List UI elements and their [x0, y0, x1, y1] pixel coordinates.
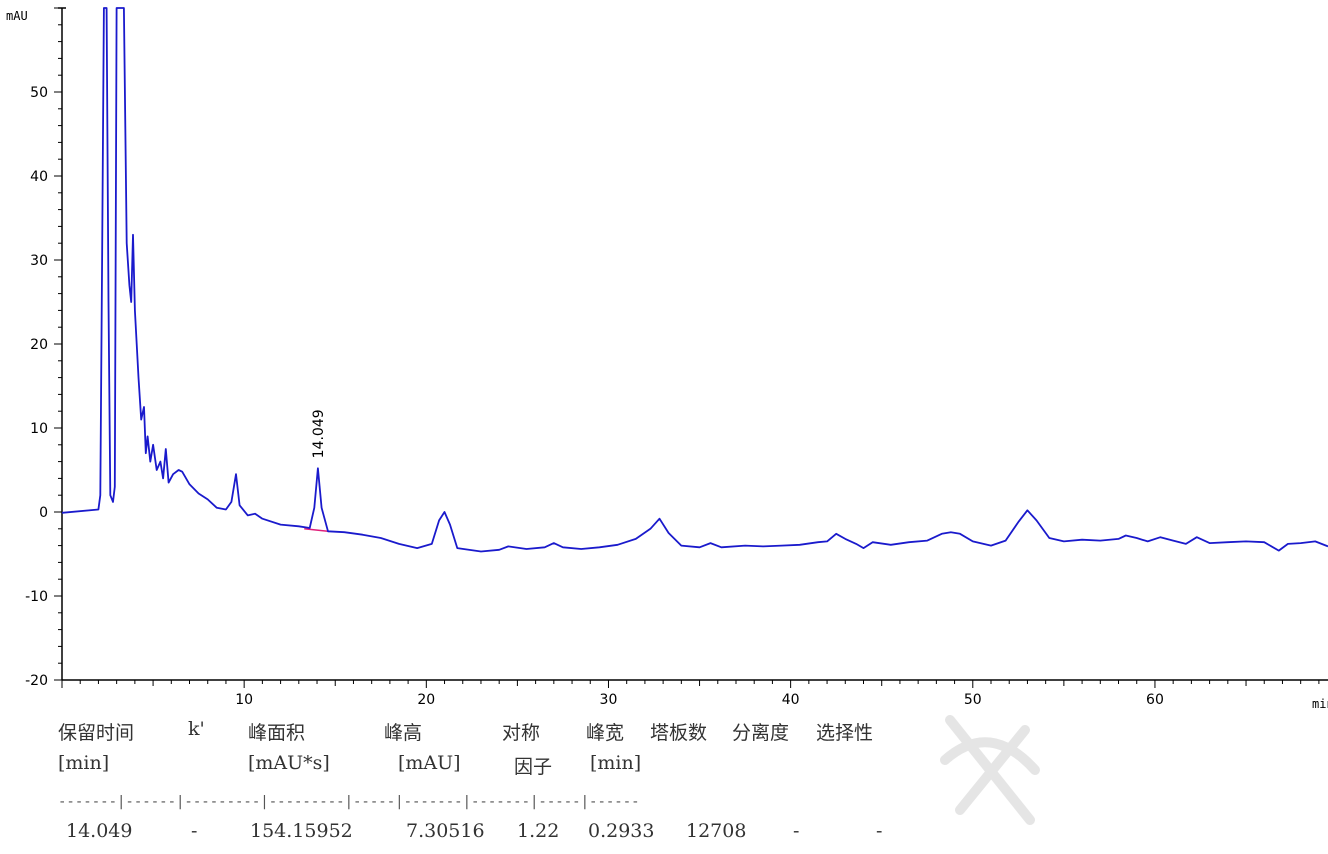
y-tick-label: 20 [30, 337, 48, 353]
x-tick-label: 50 [964, 692, 982, 708]
y-tick-label: -20 [25, 673, 48, 689]
y-tick-label: 30 [30, 253, 48, 269]
header-peak-area: 峰面积 [248, 722, 306, 744]
unit-retention-time: [min] [58, 752, 110, 774]
y-tick-label: -10 [25, 589, 48, 605]
y-tick-label: 10 [30, 421, 48, 437]
x-tick-label: 40 [782, 692, 800, 708]
header-retention-time: 保留时间 [58, 722, 135, 744]
unit-symmetry: 因子 [514, 756, 553, 778]
cell-peak-width: 0.2933 [588, 820, 655, 842]
unit-peak-area: [mAU*s] [248, 752, 330, 774]
table-separator: -------|------|---------|---------|-----… [58, 794, 640, 810]
y-tick-label: 0 [39, 505, 48, 521]
series-line-0 [62, 7, 1328, 553]
header-peak-height: 峰高 [384, 722, 423, 744]
unit-peak-width: [min] [590, 752, 642, 774]
header-plates: 塔板数 [650, 722, 708, 744]
x-tick-label: 30 [600, 692, 618, 708]
watermark-logo [940, 715, 1040, 825]
x-axis-unit-label: min [1312, 697, 1328, 711]
cell-peak-area: 154.15952 [250, 820, 353, 842]
cell-peak-height: 7.30516 [406, 820, 485, 842]
cell-selectivity: - [876, 820, 883, 842]
header-selectivity: 选择性 [816, 722, 874, 744]
y-axis-unit-label: mAU [6, 9, 28, 23]
cell-resolution: - [793, 820, 800, 842]
header-k-prime: k' [188, 718, 205, 740]
x-tick-label: 60 [1146, 692, 1164, 708]
unit-peak-height: [mAU] [398, 752, 461, 774]
y-tick-label: 40 [30, 169, 48, 185]
integration-baseline [304, 528, 329, 533]
chart-labels: 10 20 30 40 50 60 -20 -10 0 10 20 30 40 50 mAU min 14.04… [6, 9, 1328, 711]
header-peak-width: 峰宽 [586, 722, 625, 744]
header-resolution: 分离度 [732, 722, 790, 744]
cell-retention-time: 14.049 [66, 820, 133, 842]
x-tick-label: 20 [417, 692, 435, 708]
chart-series [62, 7, 1328, 553]
cell-k-prime: - [191, 820, 198, 842]
cell-symmetry: 1.22 [517, 820, 560, 842]
chart-ticks [54, 7, 1320, 688]
x-tick-label: 10 [235, 692, 253, 708]
peak-baseline [304, 528, 329, 533]
y-tick-label: 50 [30, 85, 48, 101]
chart-axes [58, 7, 1328, 681]
header-symmetry: 对称 [502, 722, 541, 744]
peak-annotation-label: 14.049 [311, 409, 327, 458]
cell-plates: 12708 [686, 820, 747, 842]
